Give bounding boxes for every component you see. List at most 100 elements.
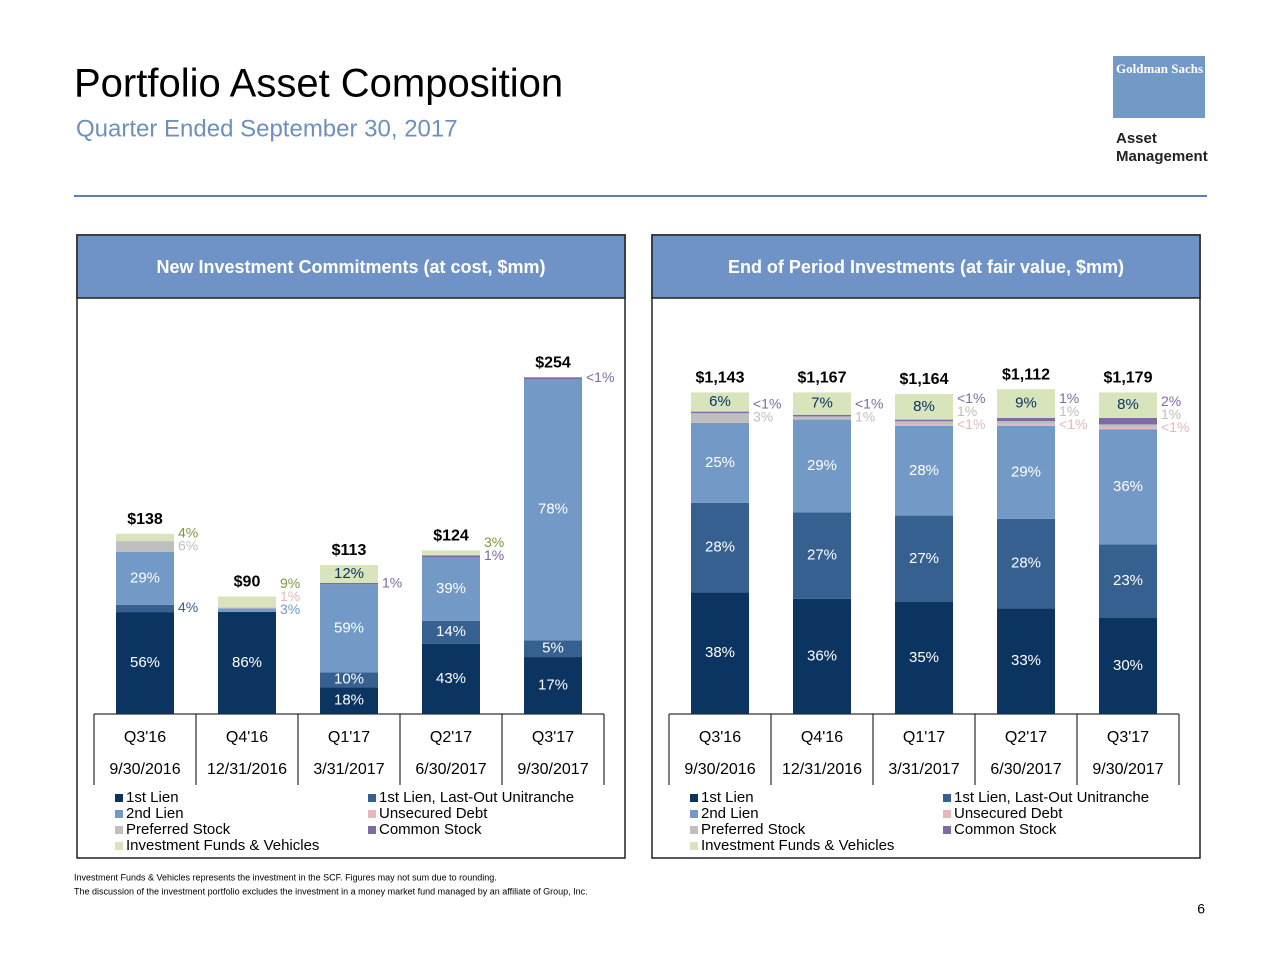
data-label: 36% — [1113, 478, 1143, 495]
panel-header — [76, 234, 626, 299]
data-label: 3% — [484, 534, 504, 550]
data-label: 43% — [436, 670, 466, 687]
date-label: 12/31/2016 — [782, 761, 862, 778]
data-label: 23% — [1113, 572, 1143, 589]
bar-segment — [524, 657, 582, 714]
total-label: $1,179 — [1104, 370, 1153, 387]
bar-segment — [116, 541, 174, 553]
legend-swatch — [115, 810, 123, 818]
legend-swatch — [943, 794, 951, 802]
bar-segment — [1099, 424, 1157, 428]
footnote: Investment Funds & Vehicles represents t… — [74, 872, 497, 882]
data-label: 12% — [334, 565, 364, 582]
bar-segment — [422, 643, 480, 714]
bar-segment — [691, 422, 749, 503]
slide-subtitle: Quarter Ended September 30, 2017 — [76, 115, 458, 142]
data-label: 17% — [538, 676, 568, 693]
bar-segment — [691, 413, 749, 423]
date-label: 9/30/2017 — [517, 761, 588, 778]
category-label: Q1'17 — [903, 729, 945, 746]
data-label: 39% — [436, 580, 466, 597]
data-label: 59% — [334, 619, 364, 636]
legend-label: 1st Lien — [701, 789, 754, 806]
bar-segment — [793, 512, 851, 599]
bar-segment — [895, 602, 953, 714]
data-label: 1% — [280, 588, 300, 604]
data-label: 14% — [436, 623, 466, 640]
bar-segment — [1099, 544, 1157, 618]
category-label: Q1'17 — [328, 729, 370, 746]
legend-swatch — [690, 794, 698, 802]
category-label: Q3'17 — [532, 729, 574, 746]
bar-segment — [895, 421, 953, 425]
logo-box — [1113, 56, 1205, 118]
panel-header — [651, 234, 1201, 299]
date-label: 9/30/2017 — [1092, 761, 1163, 778]
date-label: 12/31/2016 — [207, 761, 287, 778]
bar-segment — [691, 392, 749, 412]
bar-segment — [422, 620, 480, 644]
data-label: 56% — [130, 654, 160, 671]
data-label: 3% — [753, 409, 773, 425]
data-label: 4% — [178, 524, 198, 540]
legend-label: 2nd Lien — [126, 805, 184, 822]
total-label: $138 — [127, 511, 163, 528]
data-label: <1% — [957, 390, 985, 406]
legend-swatch — [690, 842, 698, 850]
legend-swatch — [690, 810, 698, 818]
slide-title: Portfolio Asset Composition — [74, 62, 563, 106]
legend-label: Unsecured Debt — [379, 805, 488, 822]
legend-swatch — [115, 842, 123, 850]
date-label: 3/31/2017 — [313, 761, 384, 778]
bar-segment — [218, 596, 276, 608]
legend-label: Preferred Stock — [701, 821, 806, 838]
data-label: 28% — [909, 462, 939, 479]
bar-segment — [422, 555, 480, 557]
bar-segment — [691, 502, 749, 593]
bar-segment — [116, 552, 174, 605]
category-label: Q4'16 — [226, 729, 268, 746]
bar-segment — [895, 419, 953, 422]
bar-segment — [1099, 429, 1157, 545]
bar-segment — [895, 515, 953, 602]
data-label: <1% — [957, 416, 985, 432]
bar-segment — [524, 377, 582, 379]
total-label: $124 — [433, 528, 469, 545]
bar-segment — [320, 584, 378, 673]
data-label: <1% — [586, 369, 614, 385]
bar-segment — [116, 612, 174, 714]
bar-segment — [524, 379, 582, 641]
total-label: $1,112 — [1002, 366, 1050, 383]
data-label: 28% — [705, 539, 735, 556]
bar-segment — [793, 414, 851, 417]
data-label: 9% — [1015, 395, 1037, 412]
date-label: 9/30/2016 — [109, 761, 180, 778]
category-label: Q2'17 — [430, 729, 472, 746]
bar-segment — [895, 394, 953, 420]
bar-segment — [691, 411, 749, 414]
legend-swatch — [943, 810, 951, 818]
bar-segment — [218, 607, 276, 609]
data-label: <1% — [753, 396, 781, 412]
legend-label: Investment Funds & Vehicles — [701, 837, 894, 854]
legend-swatch — [368, 810, 376, 818]
legend-label: 1st Lien, Last-Out Unitranche — [379, 789, 574, 806]
data-label: 7% — [811, 395, 833, 412]
bar-segment — [997, 421, 1055, 425]
legend-label: Common Stock — [954, 821, 1057, 838]
data-label: 3% — [280, 601, 300, 617]
data-label: 18% — [334, 692, 364, 709]
bar-segment — [997, 418, 1055, 422]
total-label: $90 — [234, 574, 261, 591]
bar-segment — [320, 564, 378, 583]
total-label: $1,143 — [696, 370, 745, 387]
bar-segment — [793, 419, 851, 513]
legend-swatch — [115, 794, 123, 802]
legend-label: Common Stock — [379, 821, 482, 838]
data-label: 1% — [382, 574, 402, 590]
legend-swatch — [368, 826, 376, 834]
bar-segment — [320, 582, 378, 585]
bar-segment — [218, 608, 276, 612]
data-label: 5% — [542, 640, 564, 657]
legend-swatch — [690, 826, 698, 834]
